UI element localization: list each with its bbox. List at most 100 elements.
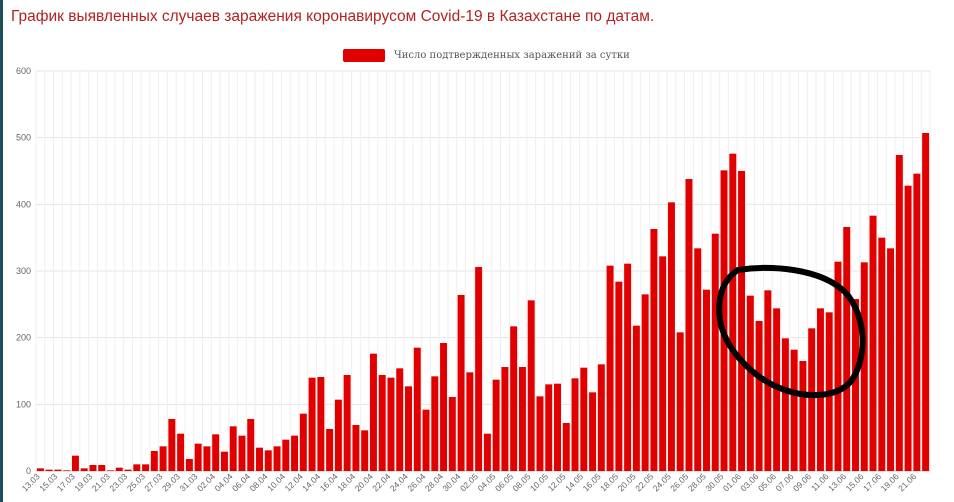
bar [405, 386, 412, 471]
bar [448, 397, 456, 471]
bar [545, 384, 553, 471]
bar [133, 464, 141, 471]
x-tick-label: 12.04 [283, 471, 305, 493]
bar [396, 368, 404, 471]
x-tick-label: 29.03 [160, 471, 182, 493]
bar [799, 361, 807, 471]
bar [589, 392, 597, 471]
x-tick-label: 12.05 [546, 471, 568, 493]
bar [212, 434, 220, 471]
bar [63, 470, 71, 471]
bar [781, 338, 789, 471]
bar [54, 469, 62, 471]
x-tick-label: 23.03 [107, 471, 129, 493]
x-tick-label: 24.05 [651, 471, 673, 493]
bar [816, 308, 824, 471]
bar [317, 377, 325, 471]
legend[interactable]: Число подтвержденных заражений за сутки [343, 49, 630, 62]
x-tick-label: 04.04 [213, 471, 235, 493]
bar [606, 265, 614, 471]
x-tick-label: 14.04 [300, 471, 322, 493]
bar [273, 446, 281, 471]
bar [860, 262, 868, 471]
x-tick-label: 02.04 [195, 471, 217, 493]
x-tick-label: 30.05 [703, 471, 725, 493]
x-tick-label: 10.04 [265, 471, 287, 493]
y-axis: 0 100 200 300 400 500 600 [16, 66, 31, 476]
bar [571, 378, 579, 471]
x-tick-label: 16.04 [318, 471, 340, 493]
bar [203, 446, 211, 471]
bar [685, 179, 693, 471]
bar [615, 281, 623, 471]
bar [326, 429, 334, 471]
bar [650, 229, 658, 471]
x-tick-label: 21.06 [896, 471, 918, 493]
y-tick-label: 400 [16, 199, 31, 209]
bar [659, 256, 667, 471]
bar [194, 443, 202, 471]
x-tick-label: 24.04 [388, 471, 410, 493]
bar [597, 364, 605, 471]
x-tick-label: 22.05 [633, 471, 655, 493]
y-tick-label: 0 [26, 466, 31, 476]
bar [247, 419, 255, 471]
bar [694, 248, 702, 471]
bar [142, 464, 150, 471]
y-tick-label: 200 [16, 333, 31, 343]
x-tick-label: 19.06 [879, 471, 901, 493]
x-tick-label: 10.05 [528, 471, 550, 493]
legend-label: Число подтвержденных заражений за сутки [394, 50, 630, 61]
bar [518, 367, 526, 471]
legend-swatch [343, 49, 385, 62]
bar [869, 215, 877, 471]
x-tick-label: 09.06 [791, 471, 813, 493]
bar [834, 261, 842, 471]
bar [527, 300, 535, 471]
bar [352, 425, 360, 471]
x-tick-label: 17.03 [55, 471, 77, 493]
bar [895, 155, 903, 471]
bar [878, 237, 886, 471]
bar [913, 173, 921, 471]
chart-title: График выявленных случаев заражения коро… [11, 8, 655, 25]
bar [115, 467, 123, 471]
bar [159, 446, 167, 471]
x-tick-label: 20.04 [353, 471, 375, 493]
bar [343, 375, 351, 471]
bar [256, 447, 263, 471]
bar [641, 294, 649, 471]
bar [168, 419, 176, 471]
bar [387, 377, 395, 471]
bar [299, 413, 307, 471]
bar [580, 367, 588, 471]
bar [431, 376, 439, 471]
x-tick-label: 26.04 [405, 471, 427, 493]
x-tick-label: 16.05 [581, 471, 603, 493]
bar [185, 459, 193, 471]
bar [466, 372, 474, 471]
y-tick-label: 600 [16, 66, 31, 76]
x-tick-label: 28.04 [423, 471, 445, 493]
bar [80, 468, 88, 471]
x-tick-label: 01.06 [721, 471, 743, 493]
x-tick-label: 18.04 [335, 471, 357, 493]
bar [264, 450, 272, 471]
x-tick-label: 15.03 [37, 471, 59, 493]
bar [676, 332, 684, 471]
bar [334, 399, 342, 471]
bar [71, 455, 79, 471]
bar [746, 295, 754, 471]
bar [308, 377, 316, 471]
bar [904, 185, 912, 471]
x-tick-label: 02.05 [458, 471, 480, 493]
bar [378, 375, 386, 471]
y-tick-label: 300 [16, 266, 31, 276]
bar [492, 379, 500, 471]
x-tick-label: 30.04 [440, 471, 462, 493]
bar [922, 133, 930, 471]
x-tick-label: 22.04 [370, 471, 392, 493]
bar [554, 383, 561, 471]
bar [422, 409, 430, 471]
bar [632, 325, 640, 471]
